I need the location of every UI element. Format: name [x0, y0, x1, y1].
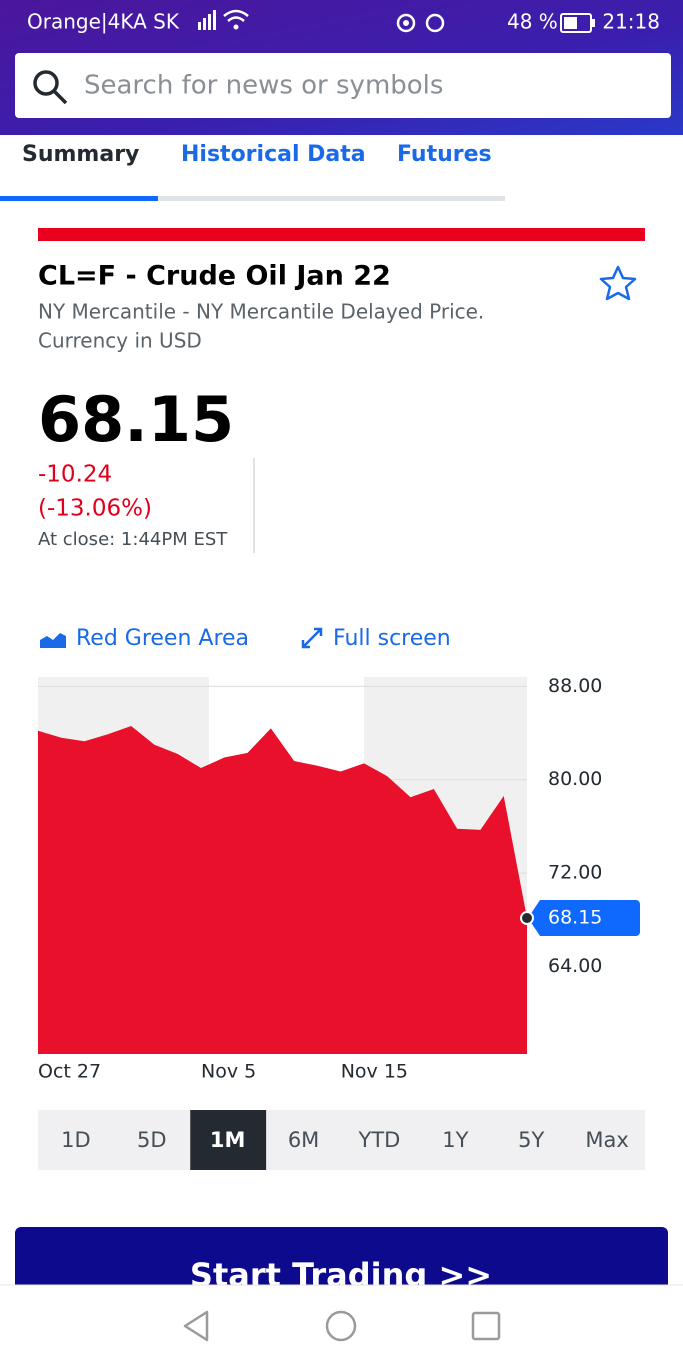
- price-tag-label: 68.15: [548, 907, 602, 929]
- x-tick-label: Oct 27: [38, 1061, 101, 1083]
- x-tick-label: Nov 15: [341, 1061, 408, 1083]
- price: 68.15: [38, 383, 234, 456]
- range-option[interactable]: 6M: [288, 1128, 319, 1152]
- tab[interactable]: Futures: [397, 142, 492, 167]
- y-tick-label: 80.00: [548, 768, 602, 790]
- battery: 48 %: [507, 10, 558, 34]
- nav-bar: [0, 1285, 683, 1366]
- chart-type-icon: [40, 633, 66, 648]
- tabs-bg: [0, 135, 683, 201]
- y-tick-label: 64.00: [548, 955, 602, 977]
- price-area: [38, 726, 527, 1054]
- quote-title: CL=F - Crude Oil Jan 22: [38, 261, 391, 292]
- range-option[interactable]: 5D: [137, 1128, 167, 1152]
- range-selector: 1D 5D 1M 6M YTD 1Y 5Y Max: [61, 1110, 629, 1170]
- range-option[interactable]: 1D: [61, 1128, 91, 1152]
- x-tick-label: Nov 5: [201, 1061, 256, 1083]
- search-placeholder[interactable]: Search for news or symbols: [84, 71, 443, 101]
- currency: Currency in USD: [38, 329, 202, 353]
- carrier: Orange|4KA SK: [27, 10, 180, 34]
- range-option[interactable]: Max: [585, 1128, 628, 1152]
- nav-back[interactable]: [183, 1310, 209, 1342]
- close-time: At close: 1:44PM EST: [38, 529, 228, 550]
- range-option[interactable]: YTD: [358, 1128, 401, 1152]
- range-selected[interactable]: [190, 1110, 267, 1170]
- watchlist-star[interactable]: [599, 265, 637, 301]
- price-tag: [528, 900, 640, 937]
- chart-type[interactable]: Red Green Area: [76, 626, 249, 651]
- nav-home[interactable]: [325, 1310, 357, 1342]
- range-option[interactable]: 5Y: [518, 1128, 544, 1152]
- range-option[interactable]: 1M: [210, 1128, 246, 1152]
- change: -10.24: [38, 462, 112, 488]
- clock: 21:18: [602, 10, 660, 34]
- fullscreen[interactable]: Full screen: [333, 626, 451, 651]
- tab[interactable]: Historical Data: [181, 142, 366, 167]
- price-dot: [520, 911, 534, 926]
- y-tick-label: 88.00: [548, 675, 602, 697]
- fullscreen-icon: [301, 627, 323, 649]
- range-option[interactable]: 1Y: [442, 1128, 468, 1152]
- red-bar: [38, 228, 645, 241]
- range-bar: [38, 1110, 645, 1170]
- chart: 88.00 80.00 72.00 64.00 Oct 27 Nov 5 Nov 15 68.…: [38, 675, 640, 1083]
- tab[interactable]: Summary: [22, 142, 139, 167]
- exchange: NY Mercantile - NY Mercantile Delayed Pr…: [38, 300, 484, 324]
- y-tick-label: 72.00: [548, 862, 602, 884]
- nav-recent[interactable]: [471, 1311, 501, 1341]
- tab-track: [0, 196, 505, 201]
- signal-icons: [198, 9, 595, 33]
- search-icon: [33, 70, 68, 105]
- search-box[interactable]: [15, 53, 671, 118]
- change-percent: (-13.06%): [38, 496, 152, 522]
- tab-indicator: [0, 196, 158, 201]
